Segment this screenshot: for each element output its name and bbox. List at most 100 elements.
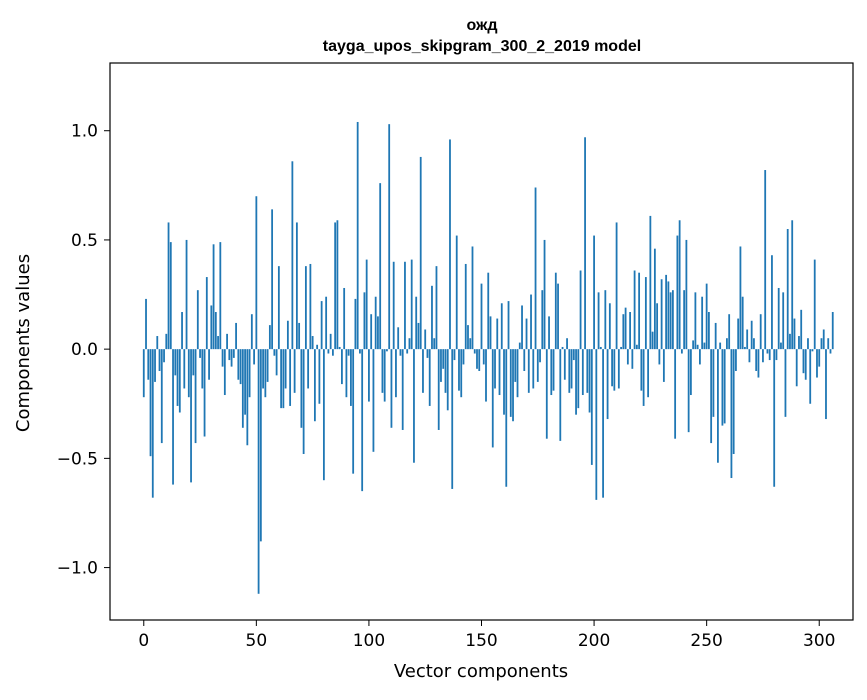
bar-5 (154, 349, 156, 382)
bar-244 (692, 340, 695, 350)
bar-197 (586, 349, 589, 393)
bar-150 (480, 283, 483, 350)
bar-250 (705, 283, 708, 350)
bar-23 (194, 349, 197, 444)
bar-13 (172, 349, 174, 485)
bar-105 (379, 183, 382, 350)
plot-frame (109, 62, 854, 621)
bar-260 (728, 314, 731, 350)
y-tick-label: 1.0 (71, 122, 98, 142)
bar-22 (192, 349, 195, 376)
bar-173 (532, 349, 535, 389)
bar-183 (554, 272, 557, 350)
bar-212 (620, 346, 622, 350)
bar-45 (244, 349, 246, 415)
bar-154 (489, 316, 492, 350)
bar-46 (246, 349, 249, 446)
bar-143 (464, 263, 467, 350)
bar-71 (302, 349, 305, 454)
bar-189 (568, 349, 571, 393)
bar-110 (390, 349, 393, 428)
bar-7 (158, 349, 161, 371)
bar-195 (581, 349, 584, 396)
bar-31 (212, 244, 215, 350)
bar-33 (217, 336, 219, 350)
x-tick-label: 200 (578, 631, 610, 651)
bar-272 (755, 349, 758, 371)
bar-292 (800, 309, 803, 350)
bar-237 (676, 235, 679, 350)
bar-275 (762, 349, 764, 363)
bar-198 (588, 349, 591, 413)
bar-88 (341, 349, 343, 385)
bar-204 (602, 349, 604, 498)
bar-265 (739, 246, 742, 350)
bar-91 (347, 349, 350, 356)
bar-281 (775, 349, 778, 361)
bar-141 (460, 349, 463, 398)
bar-97 (361, 349, 364, 492)
bar-243 (689, 349, 692, 396)
bar-130 (435, 266, 438, 350)
bar-277 (766, 349, 769, 354)
bar-238 (678, 220, 681, 350)
bar-202 (597, 292, 600, 350)
bar-48 (250, 314, 253, 350)
bar-93 (352, 349, 355, 474)
bar-221 (640, 349, 643, 391)
bar-188 (566, 338, 568, 350)
bar-211 (617, 349, 620, 389)
bar-0 (142, 349, 145, 398)
bar-44 (241, 349, 244, 428)
bar-174 (534, 187, 537, 350)
bar-70 (300, 349, 303, 428)
bar-99 (365, 259, 368, 350)
bar-233 (667, 281, 670, 350)
bar-153 (487, 272, 490, 350)
bar-225 (649, 215, 652, 350)
bar-247 (699, 349, 701, 365)
y-tick-label: −1.0 (57, 559, 98, 579)
bar-26 (201, 349, 204, 389)
bar-263 (735, 349, 737, 371)
bar-297 (811, 349, 814, 352)
bar-40 (232, 349, 235, 358)
bar-180 (548, 316, 550, 350)
bar-245 (694, 292, 697, 350)
bar-145 (469, 338, 472, 350)
bar-120 (413, 349, 415, 463)
bar-264 (737, 318, 740, 350)
bar-300 (818, 349, 821, 367)
bar-28 (205, 277, 208, 350)
bar-76 (313, 349, 316, 422)
bar-224 (647, 349, 650, 398)
bar-100 (368, 349, 370, 402)
bar-20 (187, 349, 190, 398)
bar-89 (343, 287, 346, 350)
bar-258 (723, 349, 726, 424)
bar-193 (577, 349, 580, 409)
bar-106 (381, 349, 384, 393)
bar-156 (494, 349, 496, 389)
bar-164 (512, 349, 514, 422)
bar-32 (214, 312, 217, 350)
bar-146 (471, 246, 474, 350)
bar-8 (160, 349, 163, 444)
x-tick-label: 0 (138, 631, 149, 651)
bar-147 (473, 349, 476, 354)
bar-248 (701, 296, 704, 350)
x-tick-label: 300 (803, 631, 835, 651)
bar-276 (764, 170, 767, 350)
bar-256 (719, 342, 722, 350)
bar-299 (816, 349, 818, 378)
bar-255 (717, 349, 719, 463)
bar-271 (753, 338, 755, 350)
bar-122 (417, 322, 420, 350)
bar-113 (397, 327, 400, 350)
bar-199 (590, 349, 593, 465)
bar-201 (595, 349, 598, 500)
bar-157 (496, 318, 499, 350)
bar-302 (822, 329, 825, 350)
bar-227 (653, 248, 656, 350)
bar-288 (791, 220, 794, 350)
